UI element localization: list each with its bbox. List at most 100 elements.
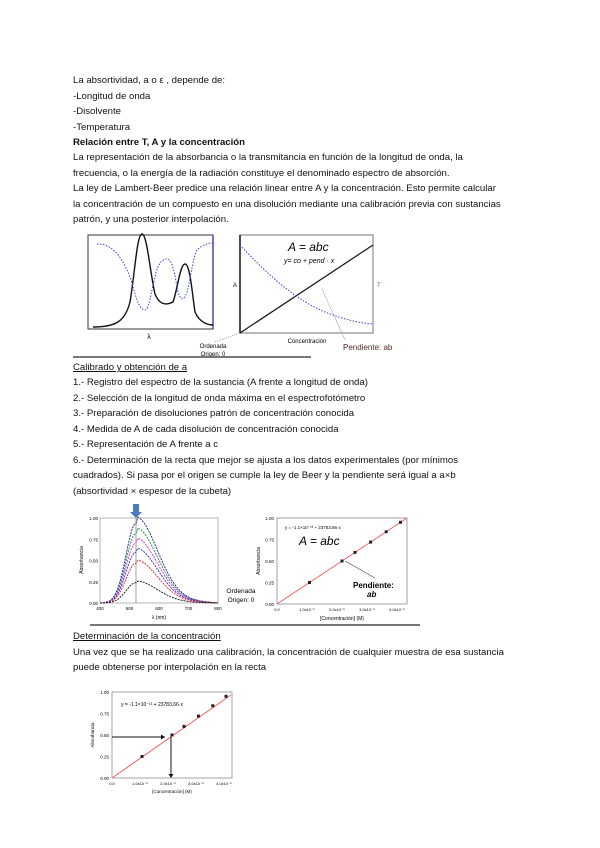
figure-interpolation: 1.00 0.75 0.50 0.25 0.00 0.0 1.0x10⁻⁵ 2.0x10⁻⁵… bbox=[90, 690, 233, 794]
spectrum-xlabel: λ bbox=[147, 334, 151, 341]
origin-label: Ordenada bbox=[227, 588, 256, 595]
data-point bbox=[308, 581, 311, 584]
x-tick-label: 3.0x10⁻⁵ bbox=[359, 607, 375, 612]
y-tick-label: 0.00 bbox=[265, 602, 274, 607]
spectrum-curve bbox=[99, 580, 219, 604]
y-tick-label: 0.00 bbox=[100, 776, 109, 781]
intro-line: -Disolvente bbox=[73, 106, 121, 117]
spectra-ylabel: Absorbancia bbox=[79, 546, 85, 574]
ylabel-left: A bbox=[233, 283, 237, 289]
ylabel-right: T bbox=[377, 283, 381, 289]
x-tick-label: 1.0x10⁻⁵ bbox=[132, 781, 148, 786]
figure-calibration: 1.00 0.75 0.50 0.25 0.00 400 500 600 700 800 λ (… bbox=[79, 504, 408, 622]
x-tick-label: 4.0x10⁻⁵ bbox=[216, 781, 232, 786]
paragraph-line: la concentración de un compuesto en una … bbox=[73, 199, 501, 210]
spectra-plot: 1.00 0.75 0.50 0.25 0.00 400 500 600 700 800 λ (… bbox=[79, 504, 222, 621]
data-point bbox=[384, 530, 388, 534]
step-item: 1.- Registro del espectro de la sustanci… bbox=[73, 377, 368, 388]
x-tick-label: 400 bbox=[96, 606, 104, 611]
y-tick-label: 1.00 bbox=[89, 516, 98, 521]
y-tick-label: 0.00 bbox=[89, 601, 98, 606]
figure-spectrum-and-beer-law: λ A = abc y= co + pend · x A T Concentra… bbox=[87, 233, 393, 358]
data-point bbox=[196, 714, 200, 718]
spectrum-frame bbox=[87, 234, 214, 330]
x-tick-label: 1.0x10⁻⁵ bbox=[299, 607, 315, 612]
section1-heading: Relación entre T, A y la concentración bbox=[73, 137, 246, 148]
paragraph-line: La ley de Lambert-Beer predice una relac… bbox=[73, 183, 496, 194]
origin-label: Origen: 0 bbox=[228, 597, 255, 604]
data-point bbox=[340, 559, 344, 563]
data-point bbox=[182, 724, 186, 728]
x-tick-label: 700 bbox=[185, 606, 193, 611]
step-item: (absortividad × espesor de la cubeta) bbox=[73, 486, 232, 497]
data-point bbox=[224, 694, 228, 698]
spectrum-plot: λ bbox=[87, 233, 214, 341]
equation: y = -1.1×10⁻¹³ + 23783.66·x bbox=[121, 702, 183, 708]
data-point bbox=[140, 755, 144, 758]
y-tick-label: 0.25 bbox=[100, 755, 109, 760]
spectrum-curve bbox=[100, 559, 219, 604]
x-tick-label: 0.0 bbox=[109, 781, 115, 786]
xlabel: [Concentración] (M) bbox=[152, 789, 192, 794]
spectrum-curve bbox=[100, 547, 219, 604]
beer-law-plot: A = abc y= co + pend · x A T Concentraci… bbox=[200, 234, 393, 358]
step-item: 4.- Medida de A de cada disolución de co… bbox=[73, 424, 339, 435]
equation: A = abc bbox=[287, 240, 329, 254]
beer-law-equation: A = abc bbox=[298, 534, 340, 548]
calibration-plot: 1.00 0.75 0.50 0.25 0.00 0.0 1.0x10⁻⁵ 2.0x10⁻⁵… bbox=[256, 516, 408, 622]
paragraph-line: Una vez que se ha realizado una calibrac… bbox=[73, 647, 504, 658]
y-tick-label: 0.50 bbox=[265, 559, 274, 564]
absorbance-curve bbox=[92, 233, 214, 328]
y-tick-label: 1.00 bbox=[265, 516, 274, 521]
y-tick-label: 0.25 bbox=[265, 581, 274, 586]
x-tick-label: 2.0x10⁻⁵ bbox=[329, 607, 345, 612]
data-point bbox=[211, 704, 215, 708]
slope-label: Pendiente: ab bbox=[343, 343, 393, 352]
y-tick-label: 0.75 bbox=[89, 537, 98, 542]
transmittance-curve bbox=[239, 244, 374, 325]
step-item: cuadrados). Si pasa por el origen se cum… bbox=[73, 470, 456, 481]
y-tick-label: 0.50 bbox=[89, 559, 98, 564]
arrow-down-icon bbox=[168, 774, 174, 778]
absorbance-line bbox=[239, 244, 374, 334]
arrow-down-icon bbox=[130, 504, 142, 518]
paragraph-line: La representación de la absorbancia o la… bbox=[73, 152, 463, 163]
x-tick-label: 2.0x10⁻⁵ bbox=[160, 781, 176, 786]
ylabel: Absorbancia bbox=[90, 722, 95, 748]
slope-label: ab bbox=[367, 590, 376, 599]
data-point bbox=[399, 520, 402, 524]
paragraph-line: patrón, y una posterior interpolación. bbox=[73, 214, 229, 225]
divider bbox=[90, 624, 420, 626]
spectrum-curve bbox=[99, 516, 219, 604]
section3-heading: Determinación de la concentración bbox=[73, 631, 221, 642]
transmittance-curve bbox=[96, 242, 214, 311]
y-tick-label: 0.25 bbox=[89, 580, 98, 585]
x-tick-label: 500 bbox=[126, 606, 134, 611]
arrow-right-icon bbox=[161, 734, 165, 740]
xlabel: Concentración bbox=[288, 339, 327, 345]
x-tick-label: 4.0x10⁻⁵ bbox=[389, 607, 405, 612]
data-point bbox=[353, 550, 357, 554]
paragraph-line: frecuencia, o la energía de la radiación… bbox=[73, 168, 450, 179]
calibration-ylabel: Absorbancia bbox=[256, 547, 262, 575]
equation-linear: y= co + pend · x bbox=[283, 258, 335, 265]
step-item: 3.- Preparación de disoluciones patrón d… bbox=[73, 408, 355, 419]
spectrum-curve bbox=[99, 527, 219, 604]
data-point bbox=[369, 540, 373, 544]
spectrum-curve bbox=[99, 537, 219, 604]
y-tick-label: 1.00 bbox=[100, 690, 109, 695]
intro-line: -Longitud de onda bbox=[73, 91, 151, 102]
x-tick-label: 800 bbox=[214, 606, 222, 611]
step-item: 5.- Representación de A frente a c bbox=[73, 439, 219, 450]
x-tick-label: 3.0x10⁻⁵ bbox=[188, 781, 204, 786]
y-tick-label: 0.75 bbox=[265, 538, 274, 543]
paragraph-line: puede obtenerse por interpolación en la … bbox=[73, 662, 267, 673]
section2-heading: Calibrado y obtención de a bbox=[73, 362, 188, 373]
step-item: 2.- Selección de la longitud de onda máx… bbox=[73, 393, 366, 404]
origin-label: Origen: 0 bbox=[201, 352, 226, 358]
x-tick-label: 600 bbox=[155, 606, 163, 611]
calibration-xlabel: [Concentración] (M) bbox=[320, 616, 364, 622]
divider bbox=[73, 356, 311, 358]
spectra-xlabel: λ (nm) bbox=[152, 615, 167, 621]
